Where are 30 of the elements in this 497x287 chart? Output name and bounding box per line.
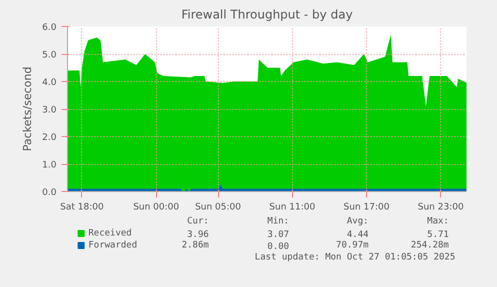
y-tick-label: 6.0 bbox=[42, 23, 57, 33]
y-axis-title: Packets/second bbox=[21, 66, 34, 152]
legend-label: Forwarded bbox=[88, 240, 138, 250]
text: 3.96 bbox=[187, 230, 209, 240]
x-tick-label: Sun 23:00 bbox=[418, 202, 464, 212]
text: 0.00 bbox=[267, 242, 290, 252]
text: Last update: Mon Oct 27 01:05:05 2025 bbox=[254, 252, 456, 262]
y-tick-label: 0.0 bbox=[42, 188, 57, 198]
text: 254.28m bbox=[410, 240, 449, 250]
y-tick-label: 5.0 bbox=[42, 50, 57, 60]
x-tick-label: Sun 00:00 bbox=[133, 202, 180, 212]
text: Min: bbox=[267, 216, 290, 226]
text: 4.44 bbox=[346, 230, 369, 240]
text: 2.86m bbox=[182, 240, 209, 250]
x-tick-label: Sun 11:00 bbox=[269, 202, 316, 212]
text: Cur: bbox=[187, 216, 209, 226]
text: Max: bbox=[427, 216, 449, 226]
y-tick-label: 3.0 bbox=[42, 106, 57, 116]
y-tick-label: 4.0 bbox=[42, 78, 57, 88]
text: 70.97m bbox=[336, 240, 369, 250]
y-tick-label: 1.0 bbox=[42, 160, 57, 170]
x-tick-label: Sun 17:00 bbox=[344, 202, 390, 212]
legend-label: Received bbox=[88, 228, 132, 238]
y-tick-label: 2.0 bbox=[42, 133, 57, 143]
chart-title: Firewall Throughput - by day bbox=[181, 8, 353, 22]
x-tick-label: Sat 18:00 bbox=[60, 202, 104, 212]
x-tick-label: Sun 05:00 bbox=[195, 202, 242, 212]
text: Avg: bbox=[346, 216, 369, 226]
text: 5.71 bbox=[427, 230, 449, 240]
text: 3.07 bbox=[267, 230, 290, 240]
